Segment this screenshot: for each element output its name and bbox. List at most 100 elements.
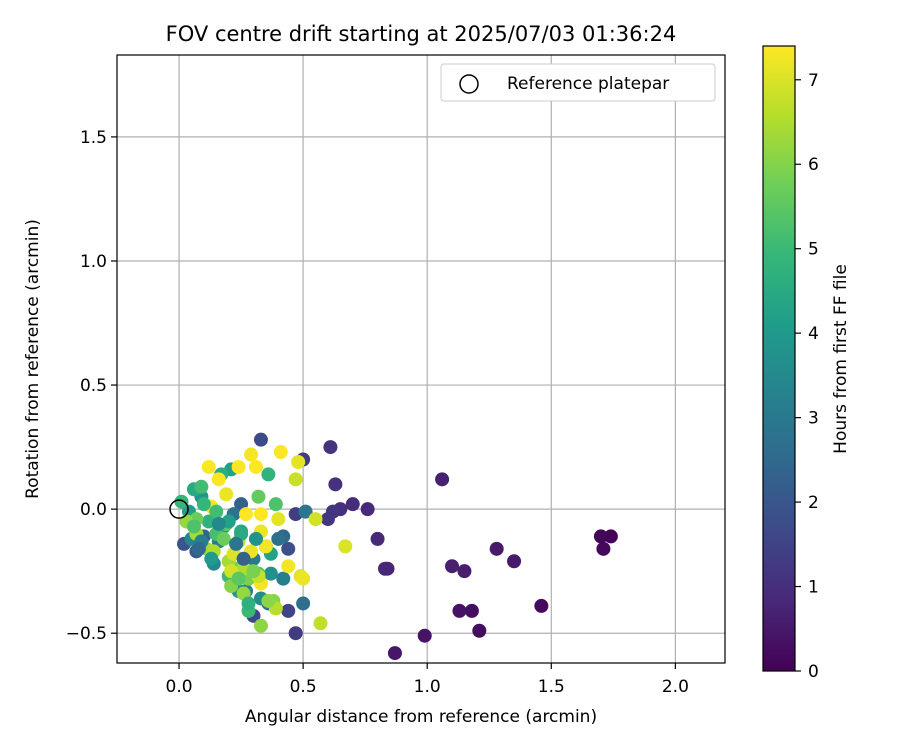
legend: Reference platepar bbox=[440, 63, 716, 102]
scatter-point bbox=[276, 571, 291, 586]
scatter-point bbox=[194, 479, 209, 494]
scatter-point bbox=[258, 539, 273, 554]
colorbar-tick-label: 7 bbox=[808, 71, 819, 91]
scatter-point bbox=[263, 566, 278, 581]
scatter-point bbox=[464, 603, 479, 618]
scatter-point bbox=[229, 536, 244, 551]
y-axis-label: Rotation from reference (arcmin) bbox=[23, 219, 43, 499]
scatter-point bbox=[281, 541, 296, 556]
scatter-point bbox=[253, 507, 268, 522]
scatter-point bbox=[261, 467, 276, 482]
scatter-point bbox=[236, 551, 251, 566]
scatter-point bbox=[268, 497, 283, 512]
scatter-point bbox=[370, 531, 385, 546]
colorbar-tick-label: 0 bbox=[808, 662, 819, 682]
colorbar-tick-label: 6 bbox=[808, 155, 819, 175]
colorbar-label: Hours from first FF file bbox=[831, 264, 851, 454]
legend-box bbox=[440, 63, 716, 102]
scatter-point bbox=[281, 603, 296, 618]
scatter-point bbox=[445, 559, 460, 574]
scatter-point bbox=[345, 497, 360, 512]
colorbar-tick-label: 4 bbox=[808, 324, 819, 344]
colorbar-gradient bbox=[762, 45, 796, 672]
scatter-point bbox=[271, 512, 286, 527]
scatter-point bbox=[593, 529, 608, 544]
scatter-point bbox=[241, 596, 256, 611]
colorbar-tick-label: 3 bbox=[808, 409, 819, 429]
scatter-point bbox=[313, 616, 328, 631]
scatter-point bbox=[323, 440, 338, 455]
scatter-point bbox=[231, 571, 246, 586]
scatter-point bbox=[452, 603, 467, 618]
scatter-point bbox=[248, 459, 263, 474]
scatter-point bbox=[196, 497, 211, 512]
scatter-point bbox=[281, 559, 296, 574]
colorbar: 0 1 2 3 4 5 6 7 Hours from first FF file bbox=[762, 45, 851, 682]
scatter-point bbox=[417, 628, 432, 643]
reference-platepar-marker bbox=[169, 499, 189, 519]
scatter-point bbox=[209, 504, 224, 519]
scatter-point bbox=[534, 598, 549, 613]
scatter-point bbox=[231, 459, 246, 474]
scatter-point bbox=[261, 593, 276, 608]
y-tick-label: 0.0 bbox=[80, 500, 107, 520]
legend-reference-marker bbox=[459, 74, 479, 94]
scatter-point bbox=[273, 445, 288, 460]
scatter-point bbox=[174, 494, 189, 509]
plot-frame bbox=[116, 54, 726, 664]
scatter-point bbox=[211, 472, 226, 487]
plot-area: 0.0 0.5 1.0 1.5 2.0 −0.5 0.0 0.5 1.0 1.5 bbox=[66, 54, 726, 697]
y-tick-label: −0.5 bbox=[66, 624, 107, 644]
colorbar-ticks: 0 1 2 3 4 5 6 7 bbox=[795, 71, 819, 682]
scatter-point bbox=[216, 531, 231, 546]
plot-background bbox=[117, 55, 725, 663]
scatter-point bbox=[239, 507, 254, 522]
x-axis-ticks: 0.0 0.5 1.0 1.5 2.0 bbox=[166, 663, 689, 697]
x-axis-label: Angular distance from reference (arcmin) bbox=[245, 707, 597, 727]
scatter-point bbox=[271, 531, 286, 546]
scatter-point bbox=[253, 618, 268, 633]
scatter-point bbox=[507, 554, 522, 569]
x-tick-label: 1.0 bbox=[414, 677, 441, 697]
scatter-point bbox=[248, 531, 263, 546]
scatter-point bbox=[211, 517, 226, 532]
scatter-point bbox=[296, 571, 311, 586]
legend-entry-reference: Reference platepar bbox=[507, 74, 669, 94]
colorbar-tick-label: 2 bbox=[808, 493, 819, 513]
y-tick-label: 1.0 bbox=[80, 252, 107, 272]
scatter-point bbox=[291, 454, 306, 469]
scatter-point bbox=[288, 472, 303, 487]
scatter-point bbox=[251, 489, 266, 504]
scatter-point bbox=[246, 564, 261, 579]
y-axis-ticks: −0.5 0.0 0.5 1.0 1.5 bbox=[66, 128, 117, 644]
scatter-point bbox=[298, 504, 313, 519]
scatter-points bbox=[174, 432, 618, 661]
scatter-point bbox=[308, 512, 323, 527]
x-tick-label: 0.0 bbox=[166, 677, 193, 697]
scatter-point bbox=[191, 541, 206, 556]
y-tick-label: 0.5 bbox=[80, 376, 107, 396]
scatter-point bbox=[253, 432, 268, 447]
scatter-point bbox=[219, 487, 234, 502]
scatter-point bbox=[387, 646, 402, 661]
scatter-point bbox=[296, 596, 311, 611]
scatter-point bbox=[328, 477, 343, 492]
scatter-point bbox=[603, 529, 618, 544]
chart-title: FOV centre drift starting at 2025/07/03 … bbox=[166, 22, 677, 46]
colorbar-tick-label: 5 bbox=[808, 240, 819, 260]
y-tick-label: 1.5 bbox=[80, 128, 107, 148]
scatter-point bbox=[360, 502, 375, 517]
x-tick-label: 1.5 bbox=[538, 677, 565, 697]
colorbar-tick-label: 1 bbox=[808, 578, 819, 598]
scatter-point bbox=[244, 447, 259, 462]
scatter-point bbox=[596, 541, 611, 556]
x-tick-label: 0.5 bbox=[290, 677, 317, 697]
scatter-point bbox=[288, 626, 303, 641]
scatter-point bbox=[338, 539, 353, 554]
scatter-point bbox=[186, 519, 201, 534]
scatter-point bbox=[320, 512, 335, 527]
scatter-point bbox=[204, 551, 219, 566]
scatter-point bbox=[472, 623, 487, 638]
scatter-point bbox=[435, 472, 450, 487]
